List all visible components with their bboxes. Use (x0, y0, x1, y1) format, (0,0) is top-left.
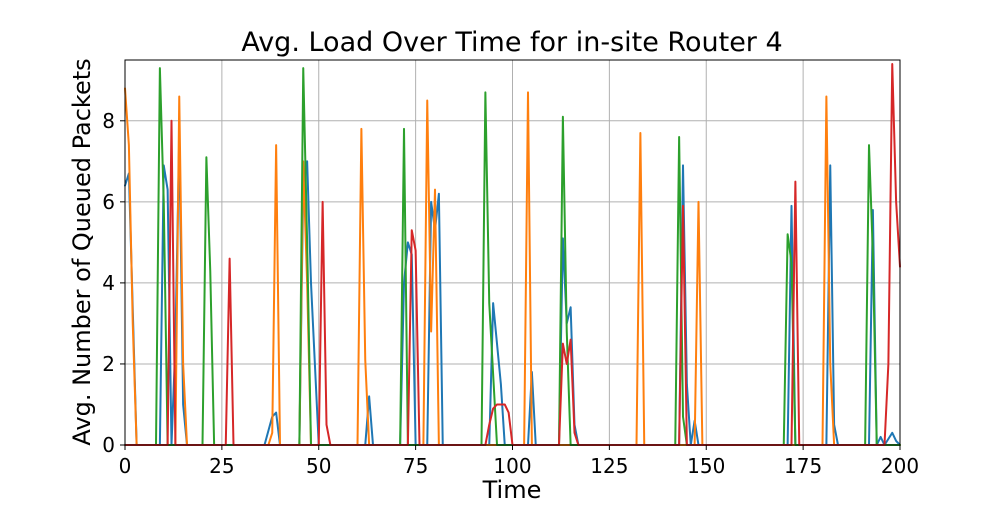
y-tick-label: 8 (102, 109, 115, 133)
y-tick-label: 6 (102, 190, 115, 214)
x-tick-label: 25 (209, 454, 234, 478)
y-tick-label: 0 (102, 433, 115, 457)
x-tick-label: 100 (493, 454, 531, 478)
x-tick-label: 150 (687, 454, 725, 478)
x-tick-label: 75 (403, 454, 428, 478)
y-axis-label: Avg. Number of Queued Packets (68, 58, 96, 445)
x-tick-label: 0 (119, 454, 132, 478)
x-axis-label: Time (482, 476, 542, 500)
chart-title: Avg. Load Over Time for in-site Router 4 (241, 27, 782, 58)
y-tick-label: 4 (102, 271, 115, 295)
x-tick-label: 175 (784, 454, 822, 478)
x-tick-label: 50 (306, 454, 331, 478)
ticks: 0 25 50 75 100 125 150 175 200 0 2 4 6 8 (102, 109, 919, 478)
series-line-3 (124, 67, 901, 446)
x-tick-label: 200 (881, 454, 919, 478)
x-tick-label: 125 (590, 454, 628, 478)
y-tick-label: 2 (102, 352, 115, 376)
